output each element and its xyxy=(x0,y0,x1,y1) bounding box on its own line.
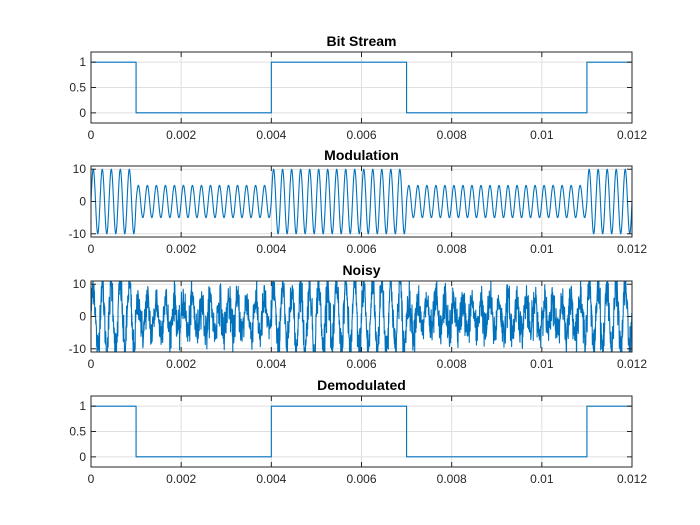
y-tick-label: 1 xyxy=(79,399,86,413)
y-tick-label: 0.5 xyxy=(69,425,86,439)
x-tick-label: 0.012 xyxy=(617,128,647,142)
subplot-title: Demodulated xyxy=(317,377,406,393)
x-tick-label: 0.01 xyxy=(530,357,554,371)
x-tick-label: 0 xyxy=(88,242,95,256)
x-tick-label: 0.002 xyxy=(166,242,196,256)
x-tick-label: 0.012 xyxy=(617,357,647,371)
y-tick-label: 10 xyxy=(73,162,87,176)
y-tick-label: 0.5 xyxy=(69,81,86,95)
x-tick-label: 0.01 xyxy=(530,128,554,142)
x-tick-label: 0.002 xyxy=(166,357,196,371)
subplot-3: 0 0.002 0.004 0.006 0.008 0.01 0.012-10010Nois… xyxy=(69,262,648,371)
x-tick-label: 0 xyxy=(88,128,95,142)
x-tick-label: 0.004 xyxy=(256,357,286,371)
subplot-title: Bit Stream xyxy=(326,33,396,49)
y-tick-label: 0 xyxy=(79,106,86,120)
x-tick-label: 0.004 xyxy=(256,128,286,142)
subplot-1: 0 0.002 0.004 0.006 0.008 0.01 0.012 0 0.5 1 Bit S… xyxy=(69,33,647,142)
x-tick-label: 0.012 xyxy=(617,242,647,256)
subplot-4: 0 0.002 0.004 0.006 0.008 0.01 0.012 0 0.5 1 Demod… xyxy=(69,377,647,486)
y-tick-label: -10 xyxy=(69,227,87,241)
x-tick-label: 0.006 xyxy=(346,242,376,256)
x-tick-label: 0.01 xyxy=(530,242,554,256)
x-tick-label: 0.008 xyxy=(437,357,467,371)
y-tick-label: 0 xyxy=(79,310,86,324)
series-line xyxy=(91,61,632,114)
x-tick-label: 0 xyxy=(88,472,95,486)
x-tick-label: 0.008 xyxy=(437,472,467,486)
x-tick-label: 0.006 xyxy=(346,128,376,142)
subplot-title: Modulation xyxy=(324,147,399,163)
x-tick-label: 0.002 xyxy=(166,128,196,142)
x-tick-label: 0.008 xyxy=(437,128,467,142)
x-tick-label: 0.004 xyxy=(256,242,286,256)
series-line xyxy=(91,168,632,235)
x-tick-label: 0 xyxy=(88,357,95,371)
x-tick-label: 0.004 xyxy=(256,472,286,486)
x-tick-label: 0.01 xyxy=(530,472,554,486)
x-tick-label: 0.002 xyxy=(166,472,196,486)
y-tick-label: 0 xyxy=(79,450,86,464)
subplot-2: 0 0.002 0.004 0.006 0.008 0.01 0.012-10010Modu… xyxy=(69,147,648,256)
y-tick-label: 0 xyxy=(79,195,86,209)
series-line xyxy=(91,281,632,352)
y-tick-label: 1 xyxy=(79,55,86,69)
subplot-title: Noisy xyxy=(342,262,380,278)
x-tick-label: 0.012 xyxy=(617,472,647,486)
x-tick-label: 0.006 xyxy=(346,357,376,371)
x-tick-label: 0.008 xyxy=(437,242,467,256)
x-tick-label: 0.006 xyxy=(346,472,376,486)
y-tick-label: -10 xyxy=(69,342,87,356)
y-tick-label: 10 xyxy=(73,277,87,291)
series-line xyxy=(91,405,632,458)
